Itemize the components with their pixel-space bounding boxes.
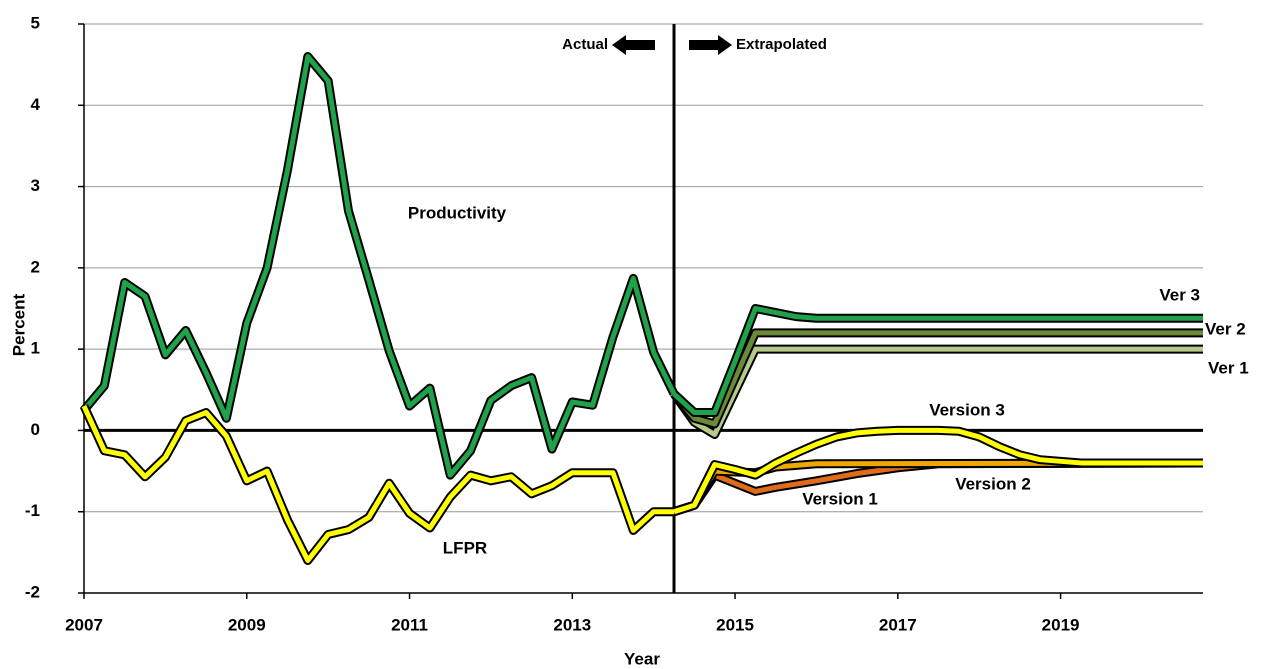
- y-tick-label: -2: [25, 582, 40, 601]
- series-label: LFPR: [443, 538, 487, 557]
- line-outline: [670, 344, 1203, 439]
- line: [82, 54, 677, 478]
- x-tick-label: 2013: [553, 615, 591, 634]
- x-tick-label: 2017: [879, 615, 917, 634]
- y-tick-label: -1: [25, 501, 40, 520]
- arrow-right: [689, 35, 732, 55]
- line-outline: [80, 52, 679, 480]
- arrow-left: [612, 35, 655, 55]
- x-tick-label: 2011: [391, 615, 428, 634]
- line: [672, 306, 1203, 416]
- y-tick-label: 5: [31, 13, 40, 32]
- y-tick-label: 4: [31, 95, 41, 114]
- line: [81, 405, 675, 563]
- plot: -2 -1 0 1 2 3 4 5 2007 2009 2011 2013 2015 2017 2019: [25, 13, 1204, 634]
- annotation: Extrapolated: [736, 36, 827, 53]
- series-label: Ver 2: [1205, 319, 1246, 338]
- x-axis-label: Year: [624, 649, 660, 668]
- x-tick-label: 2019: [1042, 615, 1080, 634]
- y-axis-label: Percent: [9, 293, 28, 356]
- y-tick-label: 0: [31, 420, 40, 439]
- series-label: Ver 1: [1208, 358, 1249, 377]
- y-tick-label: 3: [31, 176, 40, 195]
- line-outline: [672, 425, 1203, 517]
- series-label: Version 2: [955, 474, 1031, 493]
- series-label: Ver 3: [1159, 285, 1200, 304]
- y-tick-label: 2: [31, 257, 40, 276]
- annotation: Actual: [562, 36, 608, 53]
- y-tick-label: 1: [31, 339, 40, 358]
- series-label: Version 1: [802, 489, 878, 508]
- x-tick-label: 2009: [228, 615, 266, 634]
- line: [673, 427, 1203, 515]
- x-tick-label: 2007: [65, 615, 103, 634]
- series-label: Version 3: [929, 400, 1005, 419]
- series-label: Productivity: [408, 203, 507, 222]
- x-tick-label: 2015: [716, 615, 754, 634]
